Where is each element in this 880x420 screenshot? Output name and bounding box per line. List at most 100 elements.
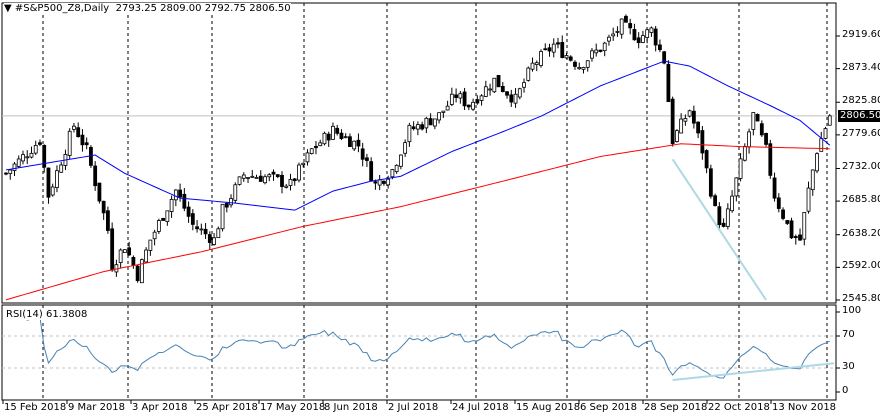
candle-bearish [42,144,47,168]
candle-bearish [543,48,548,51]
candle-bullish [267,174,272,178]
candle-bearish [127,247,132,256]
candle-bullish [212,237,216,245]
candle-bullish [284,185,289,188]
candle-bullish [288,178,293,186]
candle-bearish [38,142,42,145]
candle-bullish [513,93,518,104]
candle-bearish [691,110,696,124]
trendline-rsi [672,362,835,381]
candle-bearish [454,94,458,98]
price-axis-label: 2779.60 [842,127,880,139]
candle-bullish [522,82,526,88]
time-axis-label: 15 Feb 2018 [4,402,67,413]
candle-bullish [309,148,314,154]
price-axis-label: 2919.60 [842,29,880,40]
candle-bearish [131,257,136,266]
candle-bullish [590,50,594,59]
candle-bullish [322,132,327,145]
candle-bearish [708,168,713,197]
time-axis-label: 25 Apr 2018 [196,402,258,413]
time-axis-label: 22 Oct 2018 [708,402,770,413]
candle-bearish [547,47,552,52]
collapse-triangle-icon[interactable]: ▼ [4,3,12,14]
candle-bullish [390,169,395,178]
candle-bullish [742,146,747,161]
candle-bullish [441,110,446,113]
candle-bullish [492,77,497,93]
candle-bullish [21,154,25,162]
candle-bullish [233,184,238,201]
candle-bearish [97,182,102,202]
rsi-value: 61.3808 [45,309,88,320]
candle-bullish [806,187,811,212]
price-axis-label: 2545.80 [842,292,880,304]
candle-bearish [462,91,467,107]
current-price-tag: 2806.50 [838,110,880,122]
candle-bullish [254,177,259,179]
price-panel-frame [1,2,837,304]
candle-bullish [139,259,144,284]
time-axis-label: 8 Jun 2018 [324,402,378,413]
candle-bearish [195,226,199,230]
candle-bearish [275,174,280,178]
candle-bearish [46,167,51,198]
candle-bullish [118,249,123,263]
candle-bullish [815,153,819,172]
candle-bullish [738,158,743,179]
candle-bearish [666,63,671,103]
candle-bearish [182,193,187,209]
candle-bearish [190,213,195,225]
candle-bearish [764,133,768,145]
candle-bullish [72,125,76,130]
candle-bearish [568,56,573,61]
price-axis-label: 2685.80 [842,194,880,206]
candle-bearish [496,75,501,88]
candle-bullish [526,67,531,81]
candle-bearish [348,136,352,147]
candle-bullish [237,176,242,185]
candle-bearish [696,121,701,134]
candle-bullish [331,125,335,140]
candle-bearish [93,165,98,187]
candle-bullish [8,169,13,174]
candle-bearish [339,132,344,139]
chart-title: ▼ #S&P500_Z8,Daily 2793.25 2809.00 2792.… [4,3,291,14]
candle-bullish [530,62,535,70]
ohlc-high: 2809.00 [160,3,202,14]
candle-bearish [789,220,794,239]
candle-bullish [602,42,607,52]
candle-bullish [437,112,442,121]
price-axis-label: 2638.20 [842,227,880,239]
candle-bullish [301,162,306,166]
time-axis-label: 28 Sep 2018 [644,402,708,413]
candle-bearish [178,189,182,198]
candle-bullish [59,164,64,173]
rsi-indicator-label: RSI(14) 61.3808 [6,309,88,320]
candle-bullish [645,29,650,38]
candle-bearish [428,118,433,126]
candle-bullish [802,212,807,240]
time-axis-label: 13 Nov 2018 [772,402,837,413]
candle-bullish [343,136,348,139]
candle-bullish [679,118,684,134]
price-axis-label: 2732.00 [842,161,880,173]
candle-bullish [297,164,301,181]
candle-bullish [585,60,590,68]
candle-bearish [628,23,633,29]
candle-bullish [229,198,233,206]
candle-bullish [827,115,832,126]
candle-bullish [488,88,492,91]
candle-bullish [152,231,157,240]
candle-bearish [101,200,106,214]
time-axis-label: 17 May 2018 [260,402,326,413]
price-axis-label: 2592.00 [842,260,880,272]
candle-bullish [377,179,382,186]
candle-bearish [670,98,675,145]
candle-bullish [619,18,624,35]
time-axis-label: 6 Sep 2018 [580,402,638,413]
candle-bearish [632,29,637,41]
candle-bearish [365,157,369,161]
candle-bullish [751,112,756,130]
